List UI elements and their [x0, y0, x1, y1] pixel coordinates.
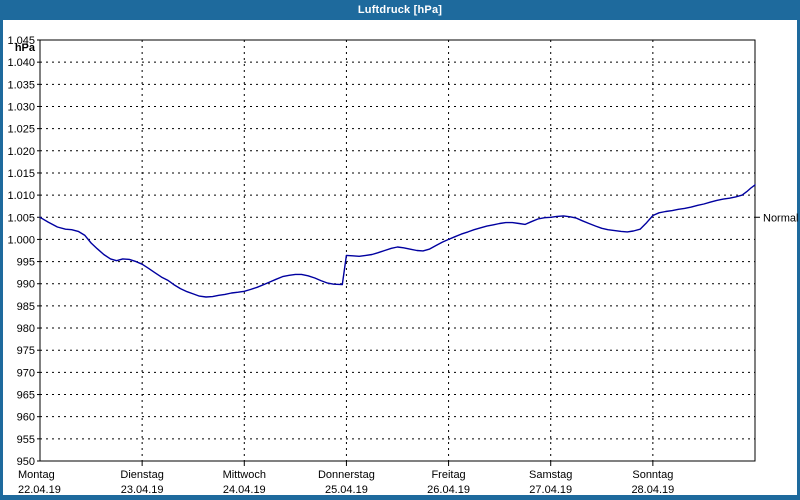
y-tick-label: 970	[17, 367, 35, 379]
window-border-left	[0, 20, 3, 500]
y-tick-label: 1.015	[7, 168, 35, 180]
y-tick-label: 950	[17, 456, 35, 468]
y-tick-label: 990	[17, 279, 35, 291]
y-tick-label: 1.000	[7, 234, 35, 246]
x-day-label: Samstag	[529, 469, 572, 481]
y-tick-label: 955	[17, 434, 35, 446]
y-tick-label: 960	[17, 412, 35, 424]
y-tick-label: 985	[17, 301, 35, 313]
x-day-label: Freitag	[431, 469, 465, 481]
y-tick-label: 965	[17, 390, 35, 402]
y-tick-label: 1.035	[7, 79, 35, 91]
x-day-label: Donnerstag	[318, 469, 375, 481]
x-date-label: 23.04.19	[121, 484, 164, 496]
y-tick-label: 980	[17, 323, 35, 335]
y-tick-label: 1.045	[7, 35, 35, 47]
plot-border	[39, 39, 756, 462]
window-title-bar[interactable]: Luftdruck [hPa]	[0, 0, 800, 20]
y-tick-label: 1.040	[7, 57, 35, 69]
normal-label: Normal	[763, 212, 798, 224]
y-tick-label: 1.020	[7, 146, 35, 158]
y-tick-label: 1.030	[7, 101, 35, 113]
x-date-label: 27.04.19	[529, 484, 572, 496]
x-date-label: 22.04.19	[18, 484, 61, 496]
window-border-right	[797, 20, 800, 500]
y-tick-label: 995	[17, 257, 35, 269]
window-border-bottom	[0, 495, 800, 500]
x-date-label: 26.04.19	[427, 484, 470, 496]
x-date-label: 24.04.19	[223, 484, 266, 496]
x-day-label: Sonntag	[632, 469, 673, 481]
y-tick-label: 1.025	[7, 124, 35, 136]
x-day-label: Mittwoch	[223, 469, 266, 481]
y-axis-unit-label: hPa	[15, 42, 36, 54]
pressure-curve	[39, 184, 756, 298]
x-day-label: Dienstag	[120, 469, 163, 481]
y-tick-label: 975	[17, 345, 35, 357]
x-date-label: 28.04.19	[631, 484, 674, 496]
x-day-label: Montag	[18, 469, 55, 481]
y-tick-label: 1.010	[7, 190, 35, 202]
x-date-label: 25.04.19	[325, 484, 368, 496]
y-tick-label: 1.005	[7, 212, 35, 224]
